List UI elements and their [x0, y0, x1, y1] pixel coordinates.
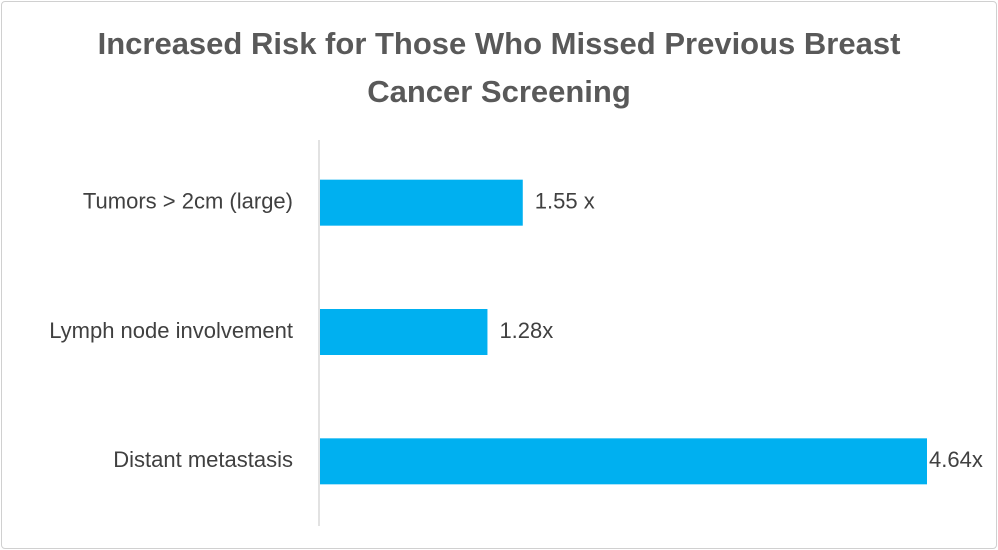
- bar: [320, 309, 488, 355]
- data-label: 4.64x: [929, 447, 983, 472]
- data-label: 1.55 x: [535, 188, 595, 213]
- bar: [320, 438, 927, 485]
- bar: [320, 179, 523, 226]
- data-label: 1.28x: [499, 318, 553, 343]
- y-tick-label: Distant metastasis: [113, 447, 293, 472]
- y-tick-label: Tumors > 2cm (large): [83, 188, 293, 213]
- chart-title: Increased Risk for Those Who Missed Prev…: [97, 26, 901, 109]
- y-tick-label: Lymph node involvement: [49, 318, 293, 343]
